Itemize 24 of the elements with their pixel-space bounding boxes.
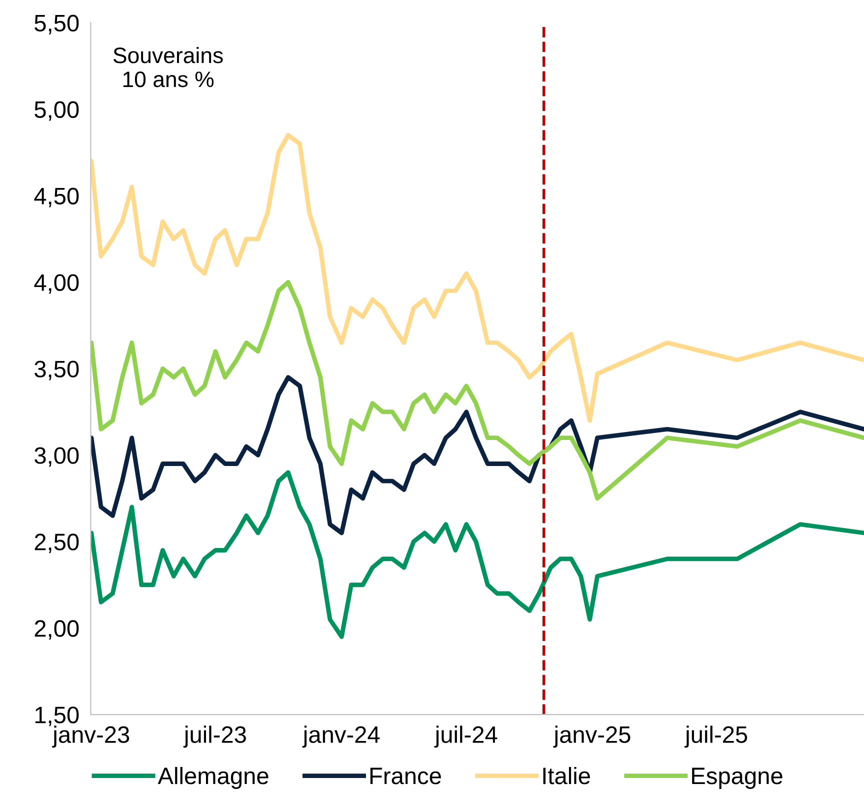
x-tick-label: janv-24 — [302, 726, 380, 748]
y-tick-label: 3,50 — [34, 360, 79, 380]
legend-label: Italie — [543, 766, 590, 784]
y-tick-label: 4,00 — [34, 274, 79, 294]
x-tick-label: janv-23 — [52, 726, 130, 748]
y-tick-label: 1,50 — [35, 706, 79, 726]
y-tick-label: 5,50 — [34, 14, 79, 34]
y-tick-label: 5,00 — [34, 101, 79, 121]
x-tick-label: janv-25 — [553, 726, 630, 748]
y-tick-label: 3,00 — [34, 447, 79, 467]
x-tick-label: juil-23 — [183, 726, 246, 748]
annotation: Souverains 10 ans % — [113, 46, 223, 88]
y-tick-label: 4,50 — [34, 188, 79, 208]
y-tick-label: 2,50 — [34, 534, 79, 554]
line-series — [90, 470, 864, 639]
legend-label: Espagne — [692, 768, 782, 789]
line-series — [90, 375, 864, 536]
x-tick-label: juil-25 — [684, 726, 748, 748]
x-tick-label: juil-24 — [434, 726, 498, 748]
legend-label: France — [370, 768, 441, 784]
y-tick-label: 2,00 — [34, 620, 79, 640]
line-series — [90, 132, 864, 423]
legend-label: Allemagne — [158, 766, 268, 789]
line-series — [90, 280, 864, 501]
